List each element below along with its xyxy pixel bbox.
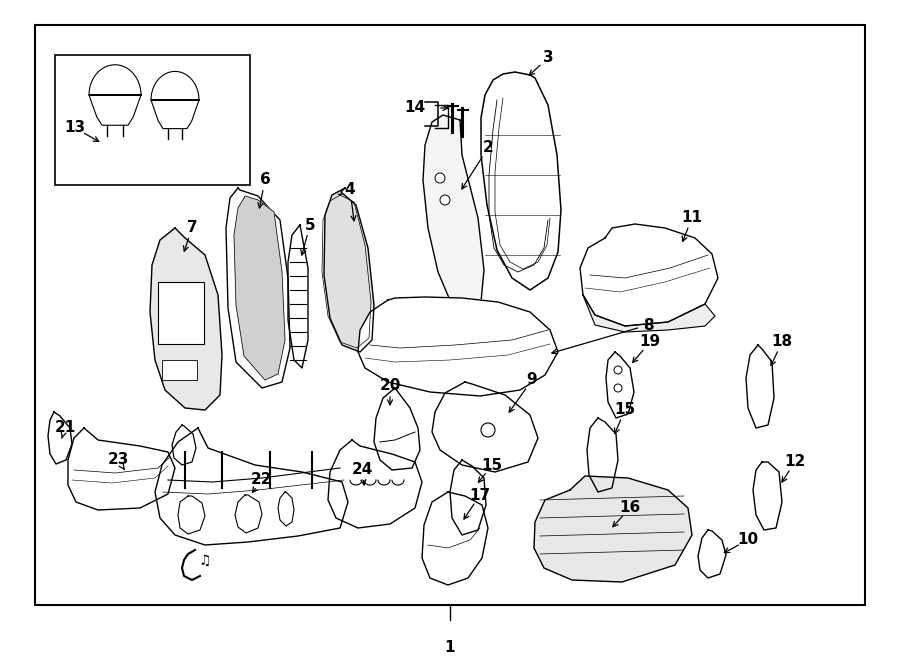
Polygon shape [155, 428, 348, 545]
Polygon shape [698, 530, 726, 578]
Text: 6: 6 [259, 173, 270, 188]
Polygon shape [278, 492, 294, 526]
Polygon shape [68, 428, 175, 510]
Bar [35, 25, 865, 605]
Polygon shape [172, 425, 196, 465]
Polygon shape [534, 476, 692, 582]
Text: ♫: ♫ [199, 554, 212, 568]
Polygon shape [48, 412, 72, 464]
Polygon shape [89, 65, 141, 125]
Polygon shape [450, 460, 486, 535]
Polygon shape [288, 225, 308, 368]
Polygon shape [432, 382, 538, 472]
Text: 20: 20 [379, 379, 400, 393]
Polygon shape [422, 492, 488, 585]
Text: 15: 15 [615, 403, 635, 418]
Text: 11: 11 [681, 210, 703, 225]
Polygon shape [226, 188, 290, 388]
Text: 22: 22 [251, 473, 273, 488]
Text: 7: 7 [186, 221, 197, 235]
Polygon shape [606, 352, 634, 418]
Polygon shape [150, 228, 222, 410]
Text: 15: 15 [482, 457, 502, 473]
Polygon shape [151, 71, 199, 129]
Text: 24: 24 [351, 463, 373, 477]
Circle shape [614, 384, 622, 392]
Polygon shape [328, 440, 422, 528]
Bar [158, 282, 204, 344]
Text: 4: 4 [345, 182, 356, 198]
Bar [55, 55, 250, 185]
Bar [162, 360, 197, 380]
Text: 14: 14 [404, 100, 426, 116]
Circle shape [614, 366, 622, 374]
Circle shape [435, 173, 445, 183]
Polygon shape [358, 297, 558, 396]
Circle shape [481, 423, 495, 437]
Text: 16: 16 [619, 500, 641, 516]
Polygon shape [423, 115, 484, 320]
Text: 12: 12 [785, 455, 806, 469]
Circle shape [440, 195, 450, 205]
Text: 2: 2 [482, 141, 493, 155]
Polygon shape [481, 72, 561, 290]
Text: 8: 8 [643, 317, 653, 332]
Polygon shape [234, 196, 285, 380]
Polygon shape [178, 496, 205, 534]
Text: 23: 23 [107, 453, 129, 467]
Text: 1: 1 [445, 641, 455, 656]
Text: 5: 5 [305, 217, 315, 233]
Text: 18: 18 [771, 334, 793, 350]
Text: 19: 19 [639, 334, 661, 350]
Polygon shape [587, 418, 618, 492]
Polygon shape [374, 388, 420, 470]
Polygon shape [324, 188, 374, 352]
Text: 17: 17 [470, 488, 490, 502]
Polygon shape [583, 295, 715, 332]
Text: 10: 10 [737, 533, 759, 547]
Polygon shape [753, 462, 782, 530]
Text: 13: 13 [65, 120, 86, 136]
Text: 9: 9 [526, 373, 537, 387]
Text: 3: 3 [543, 50, 553, 65]
Polygon shape [235, 495, 262, 533]
Text: 21: 21 [54, 420, 76, 436]
Polygon shape [746, 345, 774, 428]
Polygon shape [580, 224, 718, 326]
